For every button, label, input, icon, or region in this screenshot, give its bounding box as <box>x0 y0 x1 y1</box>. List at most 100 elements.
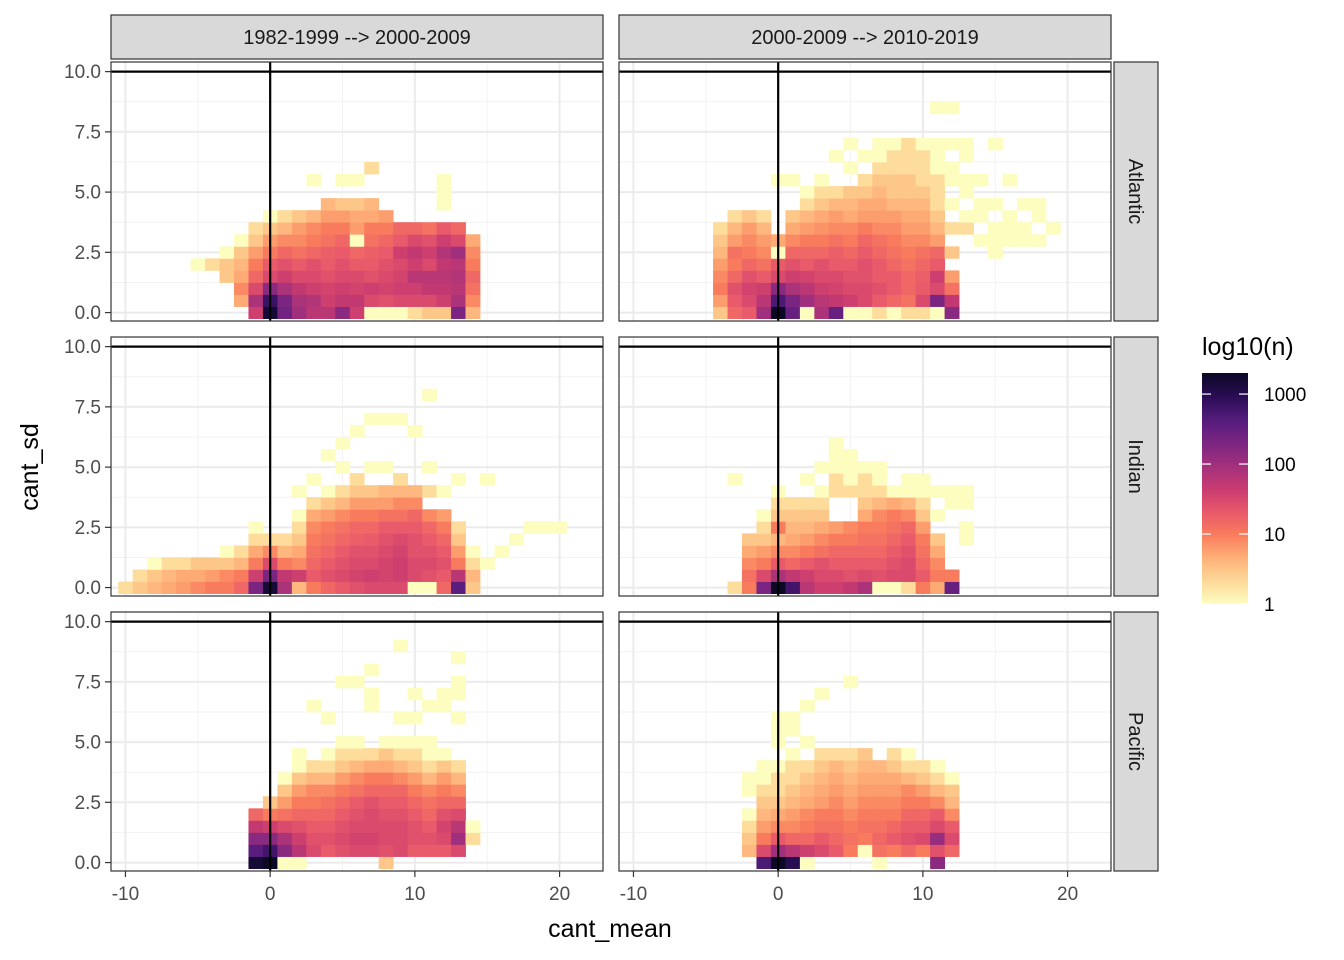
heatmap-tile <box>436 687 452 701</box>
heatmap-tile <box>944 246 960 259</box>
heatmap-tile <box>190 258 206 271</box>
heatmap-tile <box>1031 234 1047 247</box>
heatmap-tile <box>930 246 945 259</box>
heatmap-tile <box>291 521 307 534</box>
heatmap-tile <box>422 808 437 821</box>
heatmap-tile <box>277 844 293 857</box>
heatmap-tile <box>1016 198 1032 211</box>
heatmap-tile <box>378 820 394 833</box>
heatmap-tile <box>364 820 380 833</box>
heatmap-tile <box>320 306 336 319</box>
heatmap-tile <box>799 772 815 785</box>
heatmap-tile <box>799 473 815 486</box>
heatmap-tile <box>393 485 409 498</box>
heatmap-tile <box>349 796 365 809</box>
heatmap-tile <box>320 282 336 295</box>
heatmap-tile <box>393 222 409 235</box>
heatmap-tile <box>335 844 351 857</box>
heatmap-tile <box>799 844 815 857</box>
heatmap-tile <box>320 234 336 247</box>
heatmap-tile <box>930 294 945 307</box>
heatmap-tile <box>727 306 743 319</box>
heatmap-tile <box>828 844 844 857</box>
heatmap-tile <box>335 736 351 749</box>
heatmap-tile <box>915 473 931 486</box>
heatmap-tile <box>349 581 365 594</box>
heatmap-tile <box>248 258 264 271</box>
heatmap-tile <box>959 521 974 534</box>
heatmap-tile <box>1031 198 1047 211</box>
heatmap-tile <box>872 497 888 510</box>
heatmap-tile <box>393 497 409 510</box>
heatmap-tile <box>828 436 844 450</box>
heatmap-tile <box>118 581 134 594</box>
heatmap-tile <box>857 581 873 594</box>
panel-indian-1 <box>110 336 604 597</box>
heatmap-tile <box>407 222 423 235</box>
heatmap-tile <box>857 174 873 187</box>
heatmap-tile <box>1002 222 1018 235</box>
heatmap-tile <box>857 521 873 534</box>
heatmap-tile <box>742 832 757 845</box>
heatmap-tile <box>915 234 931 247</box>
heatmap-tile <box>234 234 249 247</box>
heatmap-tile <box>756 796 772 809</box>
heatmap-tile <box>901 258 917 271</box>
row-strip <box>1113 611 1159 872</box>
heatmap-tile <box>422 270 437 283</box>
heatmap-tile <box>378 509 394 522</box>
heatmap-tile <box>378 545 394 558</box>
heatmap-tile <box>959 174 974 187</box>
heatmap-tile <box>306 282 322 295</box>
heatmap-tile <box>843 258 859 271</box>
x-tick-label: 0 <box>773 884 784 905</box>
heatmap-tile <box>828 210 844 223</box>
heatmap-tile <box>828 533 844 546</box>
heatmap-tile <box>756 545 772 558</box>
heatmap-tile <box>828 545 844 558</box>
heatmap-tile <box>436 222 452 235</box>
heatmap-tile <box>422 388 437 402</box>
heatmap-tile <box>364 569 380 582</box>
x-axis-title: cant_mean <box>548 915 672 943</box>
heatmap-tile <box>814 772 830 785</box>
heatmap-tile <box>915 581 931 594</box>
heatmap-tile <box>843 557 859 570</box>
heatmap-tile <box>785 772 801 785</box>
heatmap-tile <box>901 509 917 522</box>
heatmap-tile <box>785 294 801 307</box>
heatmap-tile <box>886 258 902 271</box>
heatmap-tile <box>756 557 772 570</box>
heatmap-tile <box>814 820 830 833</box>
heatmap-tile <box>799 222 815 235</box>
heatmap-tile <box>799 521 815 534</box>
heatmap-tile <box>959 222 974 235</box>
heatmap-tile <box>930 258 945 271</box>
heatmap-tile <box>451 832 466 845</box>
heatmap-tile <box>915 497 931 510</box>
heatmap-tile <box>407 509 423 522</box>
heatmap-tile <box>799 497 815 510</box>
heatmap-tile <box>335 294 351 307</box>
y-tick-label: 7.5 <box>75 397 101 418</box>
heatmap-tile <box>364 784 380 797</box>
heatmap-tile <box>713 246 728 259</box>
y-tick-label: 10.0 <box>64 337 101 358</box>
heatmap-tile <box>901 246 917 259</box>
heatmap-tile <box>147 557 163 570</box>
axes: 0.0 2.5 5.0 7.5 10.0 0.0 2.5 5.0 7.5 10.0 0.0 2.5 5.… <box>64 62 1078 905</box>
heatmap-tile <box>843 796 859 809</box>
heatmap-tile <box>886 545 902 558</box>
heatmap-tile <box>886 784 902 797</box>
heatmap-tile <box>857 760 873 773</box>
heatmap-tile <box>335 270 351 283</box>
heatmap-tile <box>930 149 945 163</box>
heatmap-tile <box>291 748 307 761</box>
heatmap-tile <box>814 796 830 809</box>
heatmap-tile <box>378 760 394 773</box>
heatmap-tile <box>857 270 873 283</box>
heatmap-tile <box>161 581 177 594</box>
heatmap-tile <box>248 557 264 570</box>
heatmap-tile <box>465 294 481 307</box>
heatmap-tile <box>306 210 322 223</box>
